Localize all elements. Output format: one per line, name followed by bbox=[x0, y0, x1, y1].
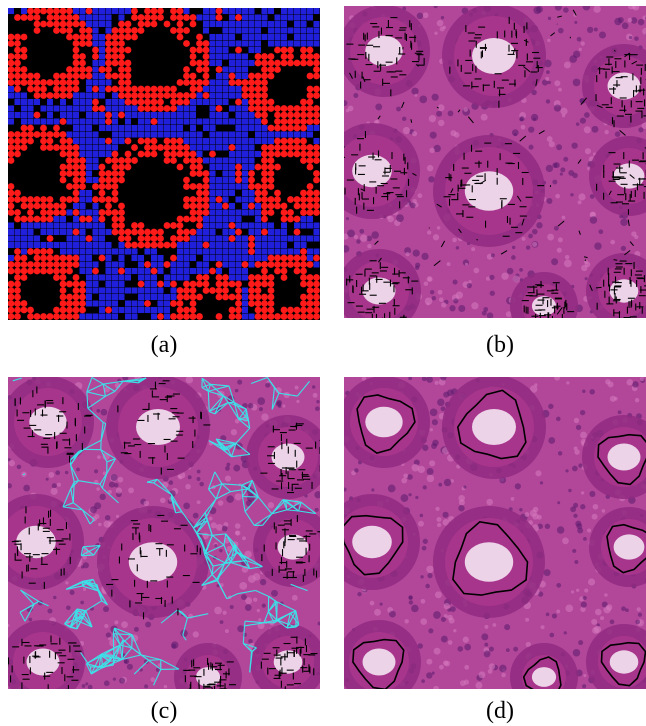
caption-d: (d) bbox=[486, 698, 514, 724]
tissue-graph-image bbox=[344, 6, 646, 318]
node-grid-image bbox=[8, 8, 320, 320]
panel-b-tissue-graph bbox=[344, 6, 646, 318]
panel-d-gland-outlines bbox=[344, 377, 646, 689]
caption-c: (c) bbox=[150, 698, 178, 724]
gland-outline-image bbox=[344, 377, 646, 689]
panel-a-node-grid bbox=[8, 8, 320, 320]
caption-b: (b) bbox=[486, 332, 514, 358]
tissue-mesh-image bbox=[8, 377, 320, 689]
panel-c-tissue-mesh bbox=[8, 377, 320, 689]
caption-a: (a) bbox=[150, 332, 178, 358]
